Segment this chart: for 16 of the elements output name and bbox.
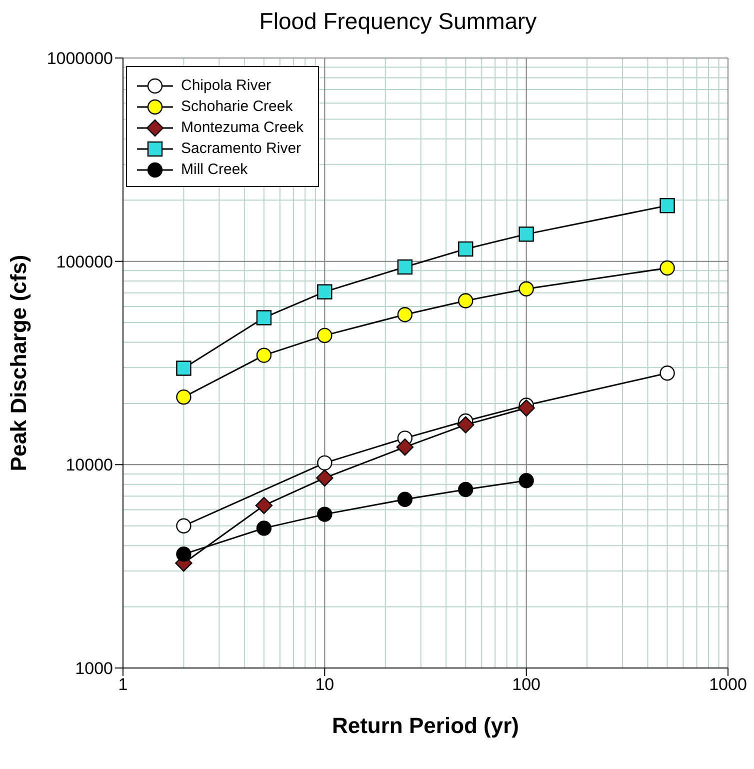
y-axis-title: Peak Discharge (cfs): [6, 254, 31, 472]
x-tick-label: 100: [512, 675, 541, 694]
x-tick-label: 1000: [709, 675, 747, 694]
legend-label: Sacramento River: [181, 140, 302, 157]
y-tick-label: 100000: [56, 252, 113, 272]
x-tick-label: 10: [315, 675, 334, 694]
legend-label: Montezuma Creek: [181, 119, 304, 136]
legend-label: Mill Creek: [181, 161, 248, 178]
x-axis-title: Return Period (yr): [332, 713, 520, 738]
chart-title: Flood Frequency Summary: [258, 8, 538, 36]
y-tick-label: 1000000: [46, 49, 113, 68]
x-tick-label: 1: [118, 675, 128, 694]
legend-label: Schoharie Creek: [181, 98, 293, 115]
y-tick-label: 1000: [75, 659, 113, 678]
legend-label: Chipola River: [181, 77, 272, 94]
y-tick-label: 10000: [66, 456, 113, 475]
